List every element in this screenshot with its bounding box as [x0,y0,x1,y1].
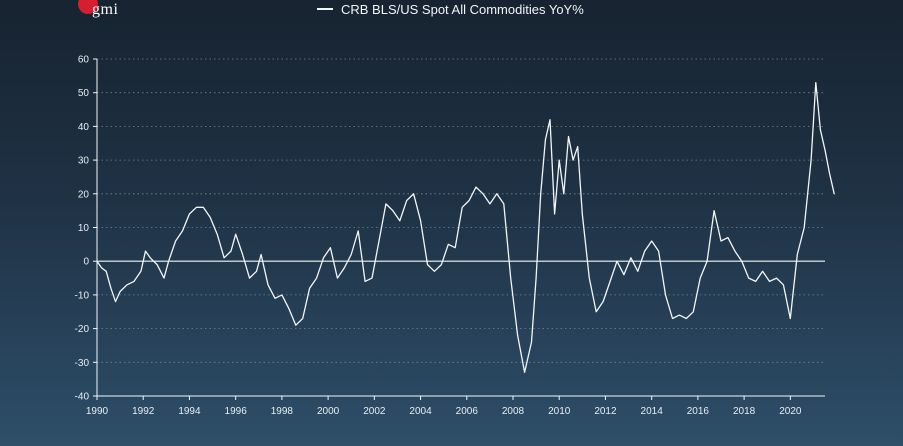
legend-swatch [317,8,333,10]
y-tick-label: -40 [75,392,90,403]
y-tick-label: 40 [78,122,90,133]
y-tick-label: -10 [75,290,90,301]
y-tick-label: 60 [78,55,90,66]
x-tick-label: 2016 [687,406,710,417]
x-tick-label: 2006 [456,406,479,417]
logo-mark [78,0,98,14]
series-layer [96,81,835,374]
y-tick-label: 10 [78,223,90,234]
x-tick-label: 2018 [733,406,756,417]
series-line [96,81,835,374]
x-tick-label: 1992 [132,406,155,417]
y-tick-label: -20 [75,324,90,335]
x-tick-label: 2002 [363,406,386,417]
y-tick-label: -30 [75,358,90,369]
x-tick-label: 2014 [641,406,664,417]
x-tick-label: 1990 [86,406,109,417]
x-tick-label: 2000 [317,406,340,417]
x-tick-label: 2008 [502,406,525,417]
chart-legend: CRB BLS/US Spot All Commodities YoY% [317,0,584,18]
legend-label: CRB BLS/US Spot All Commodities YoY% [341,1,584,17]
y-tick-label: 20 [78,189,90,200]
x-tick-label: 2010 [548,406,571,417]
x-tick-label: 1996 [225,406,248,417]
x-tick-label: 2020 [779,406,802,417]
y-tick-label: 0 [83,257,89,268]
y-tick-label: 50 [78,88,90,99]
y-tick-label: 30 [78,156,90,167]
logo-text: gmi [92,1,119,18]
x-tick-label: 1998 [271,406,294,417]
gmi-logo: gmi [78,0,126,22]
x-tick-label: 2004 [409,406,432,417]
tick-labels: -40 -30 -20 -10 0 10 20 30 40 50 60 1990 1992 1994 199… [75,55,802,418]
x-tick-label: 2012 [594,406,617,417]
axes [93,58,825,400]
x-tick-label: 1994 [178,406,201,417]
